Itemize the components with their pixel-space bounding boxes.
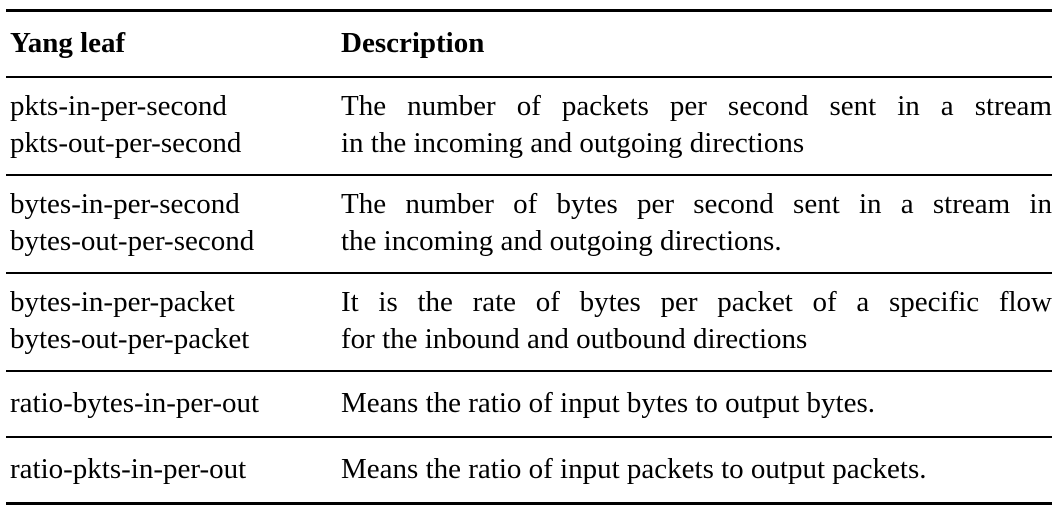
yang-leaf-name: bytes-out-per-packet: [10, 323, 250, 355]
yang-leaf-name: bytes-in-per-packet: [10, 286, 235, 318]
description-line: It is the rate of bytes per packet of a …: [341, 286, 1052, 318]
description-cell: The number of bytes per second sent in a…: [338, 175, 1052, 273]
description-cell: The number of packets per second sent in…: [338, 77, 1052, 175]
yang-leaf-cell: bytes-in-per-second bytes-out-per-second: [6, 175, 338, 273]
yang-leaf-table: Yang leaf Description pkts-in-per-second…: [6, 9, 1052, 505]
description-line: in the incoming and outgoing directions: [341, 127, 805, 159]
yang-leaf-name: pkts-out-per-second: [10, 127, 242, 159]
yang-leaf-name: bytes-in-per-second: [10, 188, 240, 220]
header-yang-leaf: Yang leaf: [10, 26, 126, 59]
description-line: the incoming and outgoing directions.: [341, 225, 782, 257]
table-row: ratio-pkts-in-per-out Means the ratio of…: [6, 437, 1052, 504]
description-cell: Means the ratio of input packets to outp…: [338, 437, 1052, 504]
yang-leaf-table-container: Yang leaf Description pkts-in-per-second…: [6, 9, 1052, 505]
yang-leaf-name: ratio-bytes-in-per-out: [10, 387, 260, 419]
description-cell: It is the rate of bytes per packet of a …: [338, 273, 1052, 371]
yang-leaf-cell: ratio-bytes-in-per-out: [6, 371, 338, 437]
description-line: The number of packets per second sent in…: [341, 90, 1052, 122]
description-line: for the inbound and outbound directions: [341, 323, 808, 355]
yang-leaf-cell: pkts-in-per-second pkts-out-per-second: [6, 77, 338, 175]
yang-leaf-name: bytes-out-per-second: [10, 225, 255, 257]
description-line: Means the ratio of input bytes to output…: [341, 387, 876, 419]
table-row: pkts-in-per-second pkts-out-per-second T…: [6, 77, 1052, 175]
description-line: Means the ratio of input packets to outp…: [341, 453, 927, 485]
table-body: pkts-in-per-second pkts-out-per-second T…: [6, 77, 1052, 504]
table-header: Yang leaf Description: [6, 10, 1052, 77]
yang-leaf-name: ratio-pkts-in-per-out: [10, 453, 247, 485]
header-row: Yang leaf Description: [6, 10, 1052, 77]
yang-leaf-cell: bytes-in-per-packet bytes-out-per-packet: [6, 273, 338, 371]
table-row: ratio-bytes-in-per-out Means the ratio o…: [6, 371, 1052, 437]
yang-leaf-cell: ratio-pkts-in-per-out: [6, 437, 338, 504]
header-description: Description: [341, 26, 485, 59]
yang-leaf-name: pkts-in-per-second: [10, 90, 227, 122]
description-line: The number of bytes per second sent in a…: [341, 188, 1052, 220]
table-row: bytes-in-per-second bytes-out-per-second…: [6, 175, 1052, 273]
table-row: bytes-in-per-packet bytes-out-per-packet…: [6, 273, 1052, 371]
description-cell: Means the ratio of input bytes to output…: [338, 371, 1052, 437]
